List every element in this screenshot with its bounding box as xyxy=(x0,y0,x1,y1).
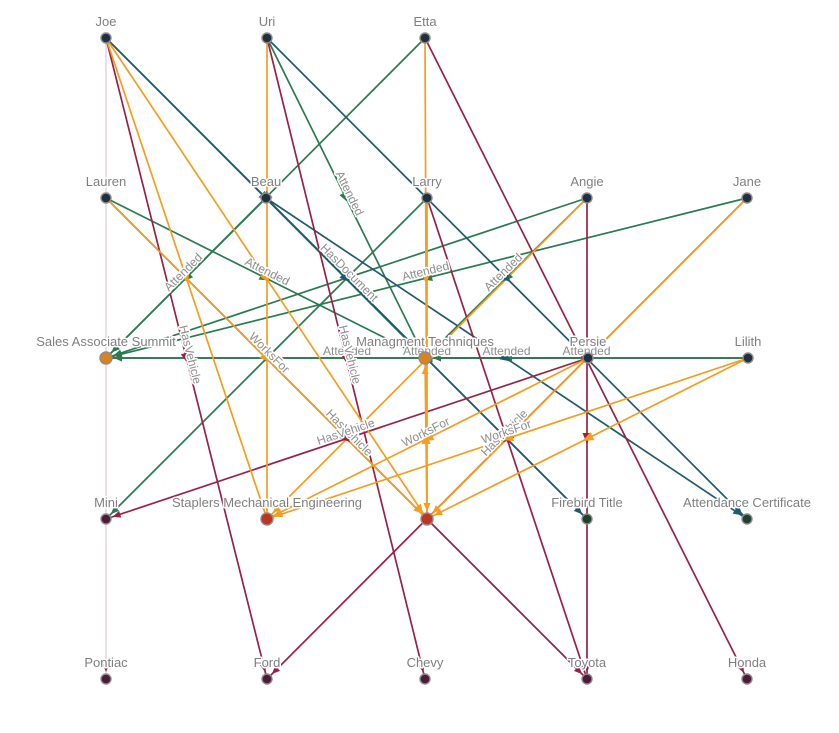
target-arrowhead xyxy=(432,505,441,514)
target-arrowhead xyxy=(732,507,742,516)
target-arrowhead xyxy=(423,503,431,511)
edge-label-attended: Attended xyxy=(333,169,367,218)
node-label-larry: Larry xyxy=(412,174,442,189)
edge-label-worksfor: WorksFor xyxy=(246,329,293,376)
mid-arrowhead xyxy=(339,191,349,203)
target-arrowhead xyxy=(274,510,284,518)
node-uri[interactable] xyxy=(261,32,273,44)
target-arrowhead xyxy=(573,665,583,675)
node-mt[interactable] xyxy=(418,351,432,365)
target-arrowhead xyxy=(114,354,122,362)
node-label-lilith: Lilith xyxy=(735,334,762,349)
node-label-angie: Angie xyxy=(570,174,603,189)
node-honda[interactable] xyxy=(741,673,753,685)
node-label-sas: Sales Associate Summit xyxy=(36,334,176,349)
node-label-ford: Ford xyxy=(254,655,281,670)
node-toyota[interactable] xyxy=(581,673,593,685)
node-ford[interactable] xyxy=(261,673,273,685)
target-arrowhead xyxy=(260,663,267,673)
node-jane[interactable] xyxy=(741,192,753,204)
node-label-mini: Mini xyxy=(94,495,118,510)
target-arrowhead xyxy=(263,503,271,511)
node-beau[interactable] xyxy=(260,192,272,204)
target-arrowhead xyxy=(418,663,425,673)
target-arrowhead xyxy=(434,508,443,516)
target-arrowhead xyxy=(573,505,583,515)
target-arrowhead xyxy=(111,344,120,353)
node-label-toyota: Toyota xyxy=(568,655,607,670)
target-arrowhead xyxy=(737,664,744,673)
edge-label-attended: Attended xyxy=(562,344,610,358)
edge-label-attended: Attended xyxy=(403,344,451,358)
node-larry[interactable] xyxy=(421,192,433,204)
node-label-chevy: Chevy xyxy=(407,655,444,670)
target-arrowhead xyxy=(413,505,422,514)
target-arrowhead xyxy=(414,342,422,351)
target-arrowhead xyxy=(433,354,441,362)
target-arrowhead xyxy=(583,664,591,672)
edge-label-attended: Attended xyxy=(481,250,525,294)
mid-arrowhead xyxy=(262,273,272,284)
mid-arrowhead xyxy=(259,351,271,363)
mid-arrowhead xyxy=(502,432,515,441)
node-joe[interactable] xyxy=(100,32,112,44)
node-label-jane: Jane xyxy=(733,174,761,189)
target-arrowhead xyxy=(430,344,439,353)
target-arrowhead xyxy=(578,663,586,673)
target-arrowhead xyxy=(733,505,743,514)
target-arrowhead xyxy=(258,502,266,512)
edge-label-attended: Attended xyxy=(482,344,530,358)
node-cert[interactable] xyxy=(741,513,753,525)
node-label-staplers: Staplers Mechanical Engineering xyxy=(172,495,362,510)
mid-arrowhead xyxy=(421,273,431,284)
node-pontiac[interactable] xyxy=(100,673,112,685)
target-arrowhead xyxy=(421,366,429,374)
node-label-joe: Joe xyxy=(96,14,117,29)
mid-arrowhead xyxy=(180,271,189,284)
node-label-etta: Etta xyxy=(413,14,437,29)
node-firebird[interactable] xyxy=(581,513,593,525)
node-angie[interactable] xyxy=(581,192,593,204)
target-arrowhead xyxy=(110,505,120,515)
node-label-persie: Persie xyxy=(570,334,607,349)
mid-arrowhead xyxy=(582,432,595,441)
mid-arrowhead xyxy=(499,271,511,283)
node-persie[interactable] xyxy=(582,352,594,364)
mid-arrowhead xyxy=(341,432,354,441)
target-arrowhead xyxy=(102,664,110,672)
node-lilith[interactable] xyxy=(742,352,754,364)
node-label-honda: Honda xyxy=(728,655,767,670)
mid-arrowhead xyxy=(499,351,512,362)
target-arrowhead xyxy=(272,505,281,514)
edge-label-attended: Attended xyxy=(161,250,205,294)
node-redco[interactable] xyxy=(420,512,434,526)
mid-arrowhead xyxy=(421,433,431,445)
target-arrowhead xyxy=(411,344,420,353)
mid-arrowhead xyxy=(340,352,350,364)
node-label-cert: Attendance Certificate xyxy=(683,495,811,510)
node-mini[interactable] xyxy=(100,513,112,525)
target-arrowhead xyxy=(271,665,281,674)
node-chevy[interactable] xyxy=(419,673,431,685)
node-lauren[interactable] xyxy=(100,192,112,204)
node-staplers[interactable] xyxy=(260,512,274,526)
node-sas[interactable] xyxy=(99,351,113,365)
target-arrowhead xyxy=(409,347,418,355)
node-label-beau: Beau xyxy=(251,174,281,189)
node-label-mt: Managment Techniques xyxy=(356,334,494,349)
node-label-lauren: Lauren xyxy=(86,174,126,189)
edge-label-hasvehicle: HasVehicle xyxy=(176,324,204,386)
node-label-uri: Uri xyxy=(259,14,276,29)
mid-arrowhead xyxy=(339,271,351,283)
node-label-pontiac: Pontiac xyxy=(84,655,128,670)
node-label-firebird: Firebird Title xyxy=(551,495,623,510)
target-arrowhead xyxy=(112,510,122,518)
mid-arrowhead xyxy=(180,352,190,364)
edge-label-attended: Attended xyxy=(323,344,371,358)
node-etta[interactable] xyxy=(419,32,431,44)
